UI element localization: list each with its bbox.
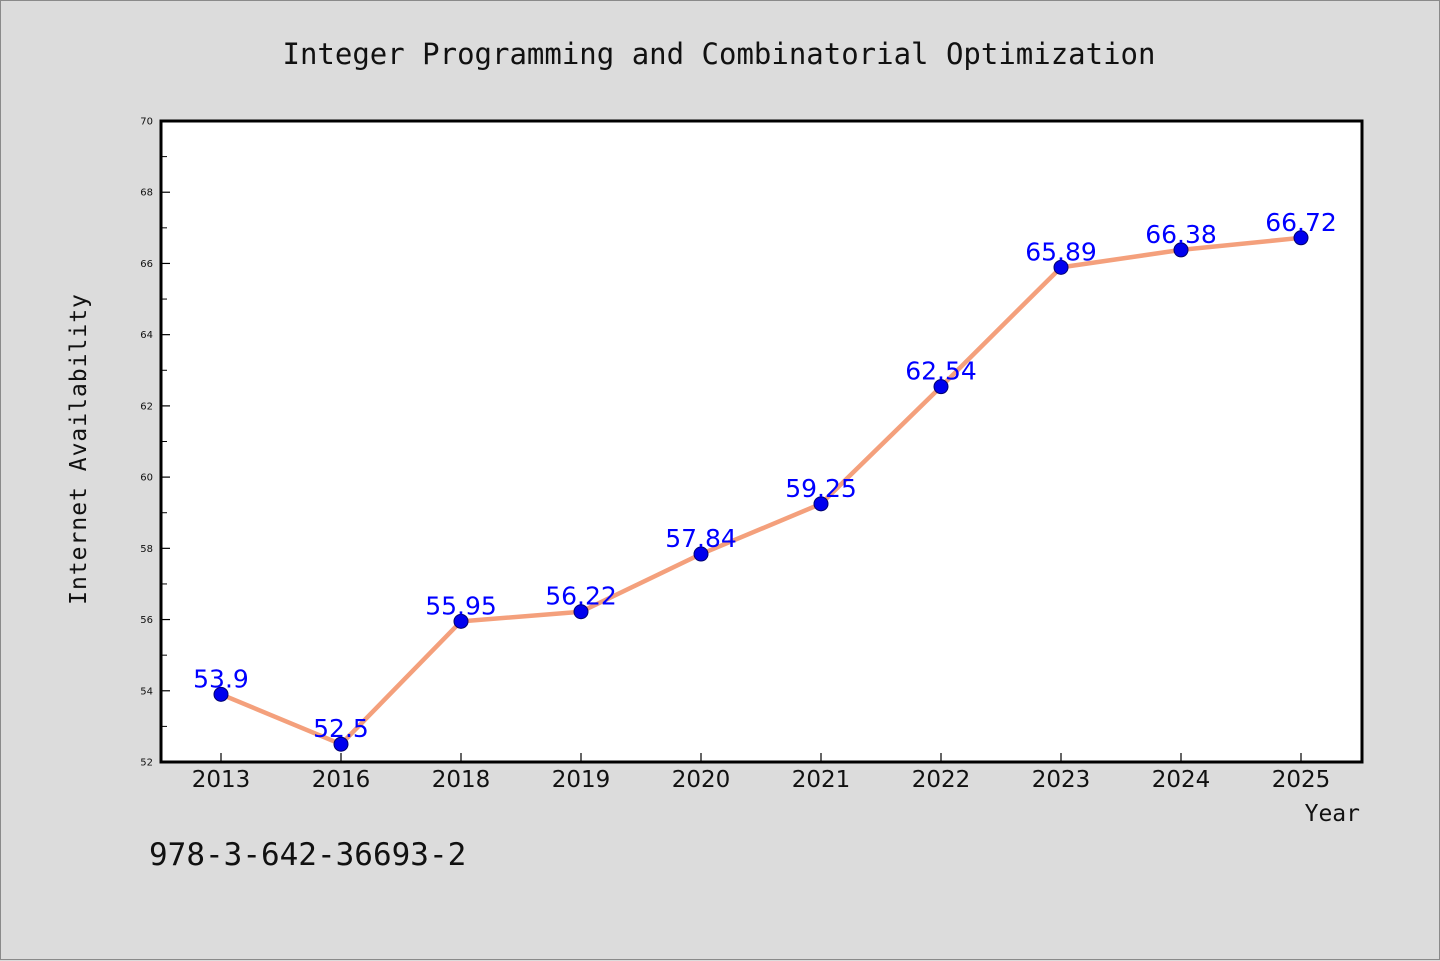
y-tick-label: 70 [140,117,153,128]
x-tick-label: 2024 [1152,767,1211,793]
data-label: 52.5 [313,714,369,743]
y-tick-label: 64 [140,330,153,341]
x-axis-label: Year [1305,801,1360,827]
y-tick-label: 54 [140,686,153,697]
y-axis-label: Internet Availability [66,293,92,605]
x-tick-label: 2023 [1032,767,1091,793]
data-point [1293,230,1309,246]
data-point [453,613,469,629]
data-label: 62.54 [905,357,977,386]
y-tick-label: 66 [140,259,153,270]
x-axis: 2013 2016 2018 2019 2020 2021 2022 2023 2024 2025 [192,753,1331,793]
data-point [1173,242,1189,258]
data-point [693,546,709,562]
y-tick-label: 62 [140,401,153,412]
data-label: 66.72 [1265,208,1337,237]
y-tick-label: 56 [140,615,153,626]
y-tick-label: 52 [140,758,153,769]
data-point [333,736,349,752]
x-tick-label: 2013 [192,767,251,793]
plot-border [159,119,1364,764]
data-label: 53.9 [193,664,249,693]
x-tick-label: 2019 [552,767,611,793]
data-label: 55.95 [425,591,497,620]
data-point [573,604,589,620]
data-point [1053,259,1069,275]
x-tick-label: 2022 [912,767,971,793]
data-point [933,379,949,395]
x-tick-label: 2016 [312,767,371,793]
data-label: 59.25 [785,474,857,503]
x-tick-label: 2025 [1272,767,1331,793]
x-tick-label: 2021 [792,767,851,793]
chart-title: Integer Programming and Combinatorial Op… [283,37,1156,71]
plot-area [161,121,1362,762]
x-tick-label: 2020 [672,767,731,793]
data-label: 56.22 [545,582,617,611]
data-point [813,496,829,512]
data-label: 57.84 [665,524,737,553]
data-point [213,686,229,702]
series-layer: 53.9 52.5 55.95 56.22 57.84 59.25 62.54 65.89 66… [193,208,1337,752]
x-tick-label: 2018 [432,767,491,793]
data-label: 66.38 [1145,220,1217,249]
data-label: 65.89 [1025,237,1097,266]
series-line [218,235,1304,747]
y-axis: 52 54 56 58 60 62 64 66 68 70 [140,117,170,769]
isbn-text: 978-3-642-36693-2 [149,837,466,873]
y-tick-label: 58 [140,544,153,555]
y-tick-label: 68 [140,188,153,199]
y-tick-label: 60 [140,473,153,484]
